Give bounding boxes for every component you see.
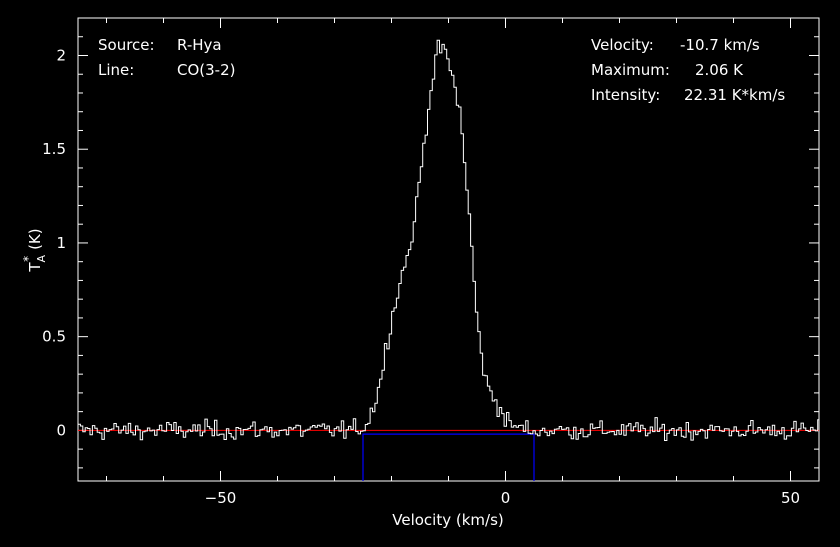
line-value: CO(3-2) xyxy=(177,61,235,79)
intensity-label: Intensity: xyxy=(591,86,660,104)
y-axis-label-main: T xyxy=(26,262,44,273)
x-tick-label: 50 xyxy=(781,489,800,507)
tick-marks xyxy=(78,18,819,481)
intensity-value: 22.31 K*km/s xyxy=(684,86,785,104)
y-axis-label-unit: (K) xyxy=(26,228,44,250)
x-axis-label: Velocity (km/s) xyxy=(392,511,503,529)
tick-labels: −50 0 50 0 0.5 1 1.5 2 xyxy=(42,46,800,507)
y-tick-label: 1 xyxy=(56,234,66,252)
y-tick-label: 0.5 xyxy=(42,328,66,346)
y-axis-label-sup: * xyxy=(21,256,35,262)
source-label: Source: xyxy=(98,36,155,54)
velocity-value: -10.7 km/s xyxy=(680,36,760,54)
maximum-label: Maximum: xyxy=(591,61,670,79)
integration-window xyxy=(362,433,535,481)
line-label: Line: xyxy=(98,61,134,79)
y-axis-label: TA* (K) xyxy=(21,228,48,272)
svg-text:TA*(K): TA* (K) xyxy=(21,228,48,272)
series xyxy=(78,39,819,481)
x-tick-label: −50 xyxy=(205,489,237,507)
y-axis-label-sub: A xyxy=(35,254,48,262)
velocity-label: Velocity: xyxy=(591,36,654,54)
y-tick-label: 2 xyxy=(56,46,66,64)
maximum-value: 2.06 K xyxy=(695,61,744,79)
spectrum-line xyxy=(78,39,819,441)
y-tick-label: 0 xyxy=(56,421,66,439)
source-value: R-Hya xyxy=(177,36,222,54)
y-tick-label: 1.5 xyxy=(42,140,66,158)
x-tick-label: 0 xyxy=(501,489,511,507)
